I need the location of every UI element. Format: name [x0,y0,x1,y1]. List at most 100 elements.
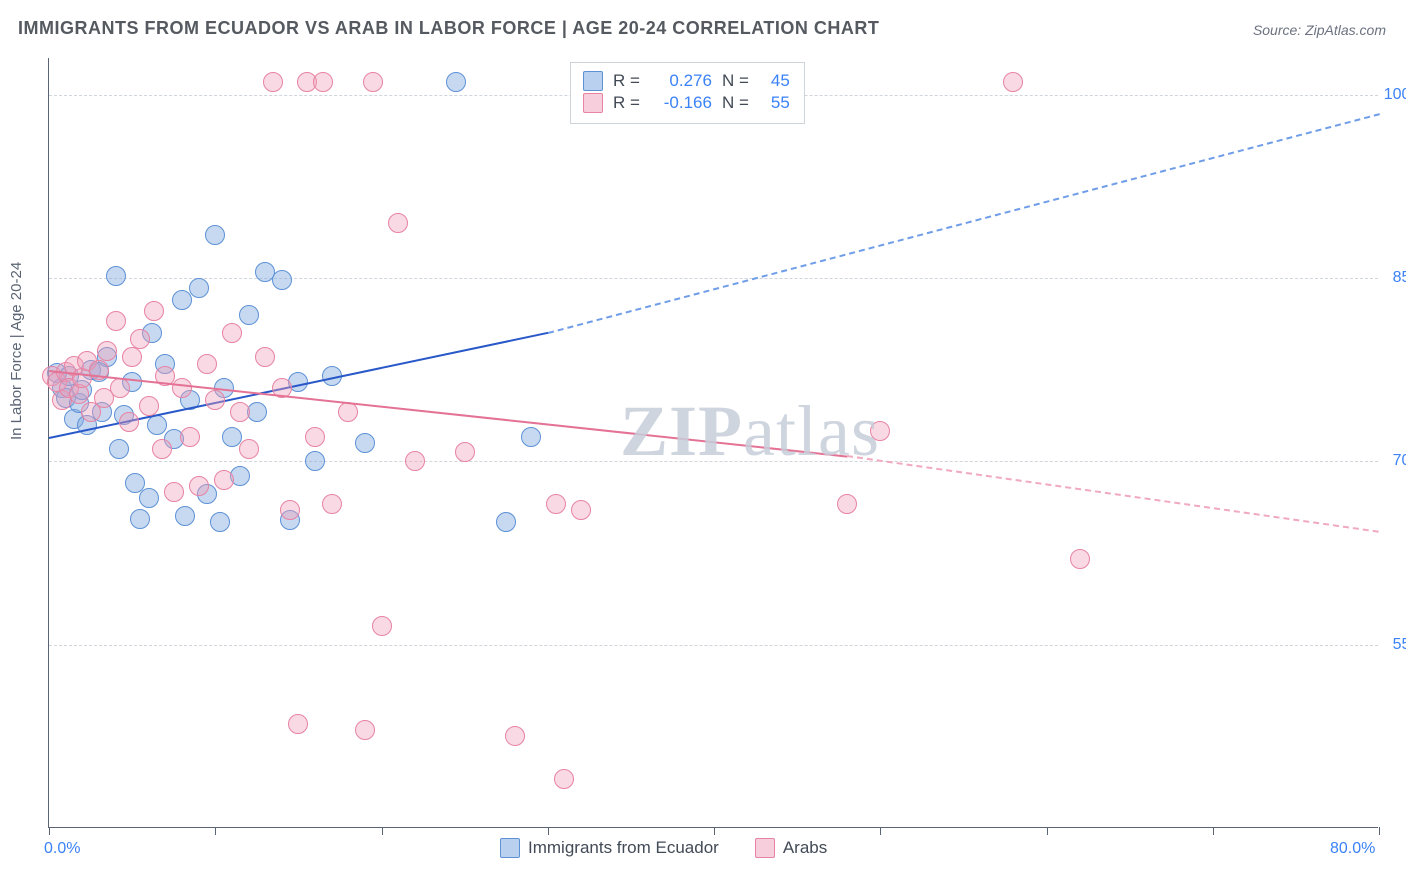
data-point-arabs [355,720,375,740]
data-point-arabs [110,378,130,398]
data-point-arabs [205,390,225,410]
x-axis-min-label: 0.0% [44,840,80,858]
data-point-arabs [322,494,342,514]
data-point-ecuador [175,506,195,526]
data-point-arabs [1070,549,1090,569]
data-point-ecuador [272,270,292,290]
data-point-arabs [255,347,275,367]
data-point-ecuador [205,225,225,245]
xtick [382,827,383,835]
data-point-arabs [554,769,574,789]
xtick [215,827,216,835]
data-point-arabs [106,311,126,331]
legend-item-arabs: Arabs [755,838,827,858]
data-point-arabs [172,378,192,398]
data-point-ecuador [130,509,150,529]
r-value-arabs: -0.166 [654,93,712,113]
gridline-h [49,278,1378,279]
xtick [49,827,50,835]
gridline-h [49,645,1378,646]
data-point-arabs [363,72,383,92]
data-point-arabs [388,213,408,233]
n-value-arabs: 55 [771,93,790,113]
chart-title: IMMIGRANTS FROM ECUADOR VS ARAB IN LABOR… [18,18,879,39]
r-prefix: R = [613,71,640,91]
r-prefix: R = [613,93,640,113]
legend-label-arabs: Arabs [783,838,827,858]
data-point-arabs [97,341,117,361]
data-point-arabs [870,421,890,441]
n-prefix: N = [722,71,749,91]
correlation-legend: R = 0.276 N = 45 R = -0.166 N = 55 [570,62,805,124]
data-point-arabs [372,616,392,636]
legend-item-ecuador: Immigrants from Ecuador [500,838,719,858]
data-point-arabs [164,482,184,502]
source-label: Source: ZipAtlas.com [1253,22,1386,38]
data-point-arabs [189,476,209,496]
data-point-arabs [505,726,525,746]
data-point-arabs [239,439,259,459]
data-point-ecuador [446,72,466,92]
data-point-arabs [1003,72,1023,92]
data-point-ecuador [210,512,230,532]
xtick [880,827,881,835]
swatch-pink-icon [583,93,603,113]
legend-label-ecuador: Immigrants from Ecuador [528,838,719,858]
swatch-pink-icon [755,838,775,858]
data-point-arabs [180,427,200,447]
xtick [714,827,715,835]
data-point-arabs [197,354,217,374]
data-point-ecuador [521,427,541,447]
ytick-label: 100.0% [1383,86,1406,104]
data-point-ecuador [496,512,516,532]
data-point-arabs [288,714,308,734]
data-point-arabs [455,442,475,462]
data-point-arabs [546,494,566,514]
x-axis-max-label: 80.0% [1330,840,1375,858]
data-point-arabs [139,396,159,416]
data-point-ecuador [106,266,126,286]
data-point-arabs [405,451,425,471]
swatch-blue-icon [500,838,520,858]
trendline-arabs-dashed [847,455,1379,533]
legend-row-ecuador: R = 0.276 N = 45 [583,71,790,91]
data-point-arabs [122,347,142,367]
data-point-arabs [571,500,591,520]
data-point-arabs [130,329,150,349]
data-point-ecuador [355,433,375,453]
data-point-ecuador [109,439,129,459]
data-point-arabs [222,323,242,343]
data-point-arabs [214,470,234,490]
n-prefix: N = [722,93,749,113]
data-point-arabs [263,72,283,92]
data-point-arabs [837,494,857,514]
data-point-ecuador [189,278,209,298]
xtick [1213,827,1214,835]
xtick [548,827,549,835]
ytick-label: 55.0% [1383,636,1406,654]
xtick [1379,827,1380,835]
gridline-h [49,461,1378,462]
data-point-arabs [305,427,325,447]
data-point-ecuador [305,451,325,471]
data-point-arabs [313,72,333,92]
data-point-arabs [144,301,164,321]
xtick [1047,827,1048,835]
ytick-label: 70.0% [1383,452,1406,470]
data-point-arabs [152,439,172,459]
swatch-blue-icon [583,71,603,91]
series-legend: Immigrants from Ecuador Arabs [500,838,827,858]
data-point-arabs [338,402,358,422]
data-point-arabs [280,500,300,520]
data-point-ecuador [172,290,192,310]
ytick-label: 85.0% [1383,269,1406,287]
data-point-ecuador [139,488,159,508]
data-point-arabs [230,402,250,422]
data-point-ecuador [239,305,259,325]
r-value-ecuador: 0.276 [654,71,712,91]
y-axis-label: In Labor Force | Age 20-24 [8,262,25,440]
plot-area: 55.0%70.0%85.0%100.0% [48,58,1378,828]
n-value-ecuador: 45 [771,71,790,91]
legend-row-arabs: R = -0.166 N = 55 [583,93,790,113]
trendline-ecuador-dashed [547,113,1379,334]
